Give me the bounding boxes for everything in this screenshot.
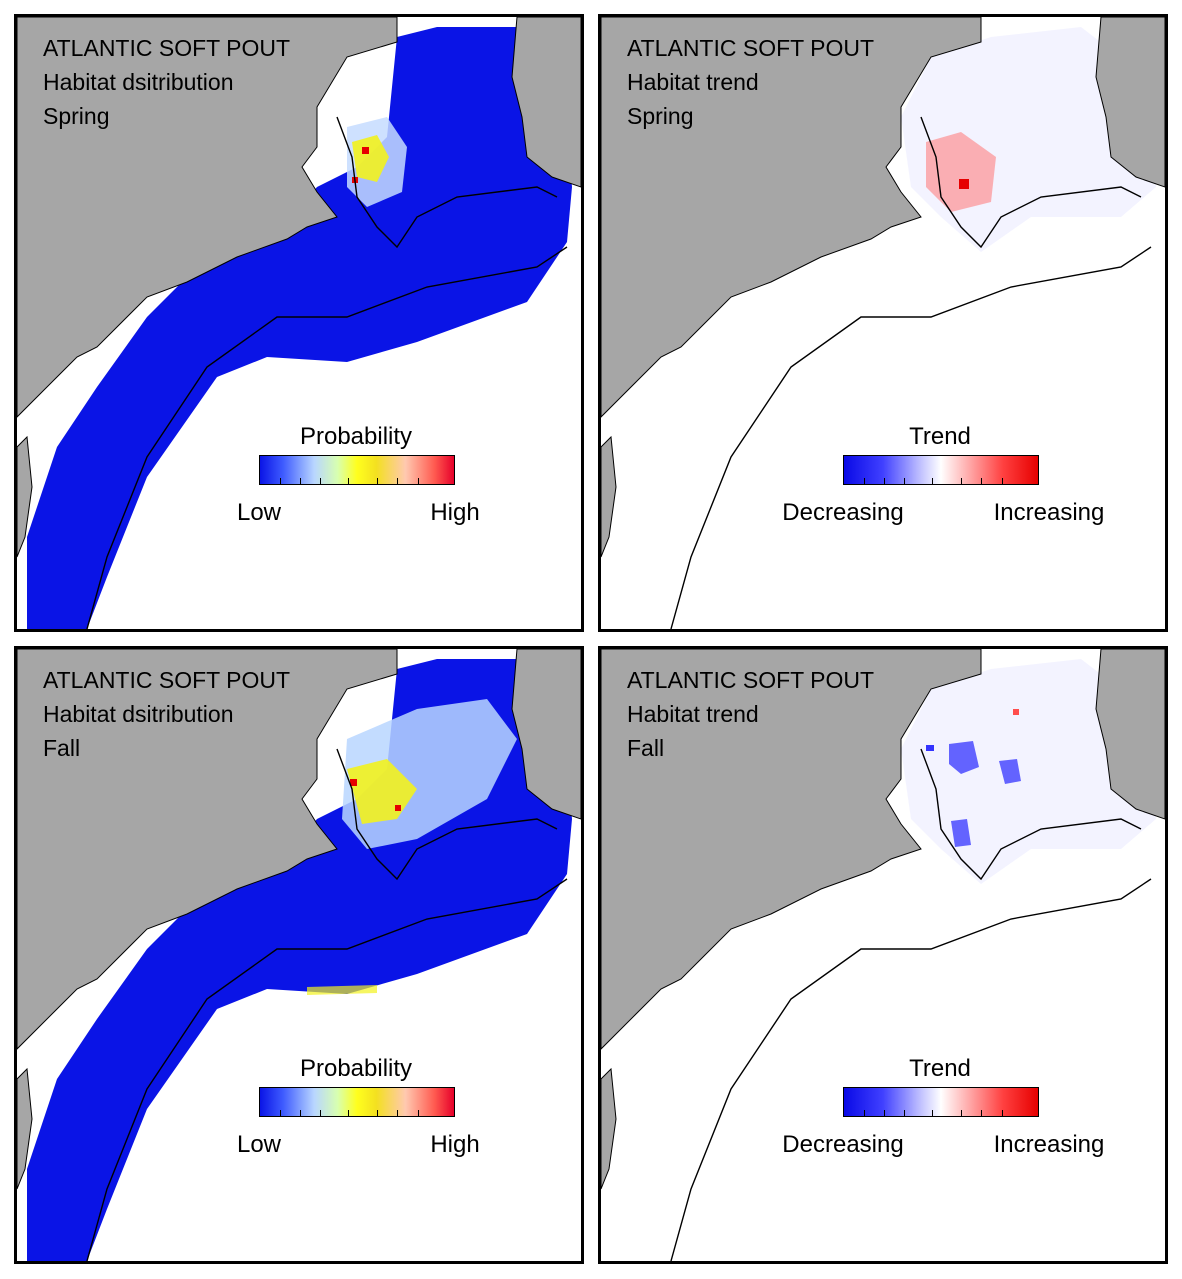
- legend-title: Trend: [909, 1055, 971, 1082]
- species-name: ATLANTIC SOFT POUT: [43, 667, 291, 693]
- trend-decrease-area: [949, 741, 979, 774]
- habitat-distribution-map: [17, 17, 581, 629]
- legend-high-label: High: [430, 499, 480, 526]
- depth-contour: [86, 246, 568, 629]
- land-mass: [17, 649, 398, 1050]
- trend-increase-peak: [959, 179, 969, 189]
- trend-legend: Trend Decreasing Increasing: [782, 1055, 1104, 1165]
- map-subtitle: Habitat dsitribution: [43, 69, 234, 95]
- land-mass-southwest: [17, 435, 33, 558]
- trend-decrease-cell: [926, 745, 934, 751]
- habitat-hotspot-red: [395, 805, 401, 811]
- land-mass: [17, 17, 398, 418]
- probability-legend: Probability Low High: [237, 1055, 480, 1165]
- land-mass-southwest: [601, 1067, 617, 1190]
- trend-legend: Trend Decreasing Increasing: [782, 423, 1104, 533]
- legend-color-bar: [259, 455, 455, 485]
- map-panel-fall-distribution: ATLANTIC SOFT POUT Habitat dsitribution …: [14, 646, 584, 1264]
- habitat-hotspot-red: [350, 779, 357, 786]
- map-panel-spring-distribution: ATLANTIC SOFT POUT Habitat dsitribution …: [14, 14, 584, 632]
- depth-contour-gulf: [920, 748, 1142, 881]
- map-panel-spring-trend: ATLANTIC SOFT POUT Habitat trend Spring …: [598, 14, 1168, 632]
- trend-increase-area: [926, 132, 996, 212]
- land-mass-east: [511, 17, 581, 188]
- land-mass: [601, 17, 982, 418]
- map-subtitle: Habitat trend: [627, 701, 759, 727]
- probability-legend: Probability Low High: [237, 423, 480, 533]
- panel-title-block: ATLANTIC SOFT POUT Habitat dsitribution …: [43, 663, 290, 765]
- habitat-trend-map: [601, 649, 1165, 1261]
- legend-title: Probability: [299, 423, 413, 450]
- legend-color-bar: [259, 1087, 455, 1117]
- season-label: Spring: [627, 103, 694, 129]
- legend-high-label: Increasing: [993, 1131, 1105, 1158]
- trend-increase-cell: [1013, 709, 1019, 715]
- depth-contour-gulf: [336, 748, 558, 881]
- depth-contour: [86, 878, 568, 1261]
- season-label: Fall: [627, 735, 665, 761]
- panel-title-block: ATLANTIC SOFT POUT Habitat trend Fall: [627, 663, 874, 765]
- map-subtitle: Habitat dsitribution: [43, 701, 234, 727]
- land-mass-east: [1095, 649, 1165, 820]
- habitat-hotspot-red: [362, 147, 369, 154]
- species-name: ATLANTIC SOFT POUT: [627, 667, 875, 693]
- trend-decrease-area: [951, 819, 971, 847]
- land-mass-southwest: [17, 1067, 33, 1190]
- depth-contour-gulf: [336, 116, 558, 249]
- species-name: ATLANTIC SOFT POUT: [627, 35, 875, 61]
- trend-decrease-area: [999, 759, 1021, 784]
- legend-low-label: Low: [236, 1131, 282, 1158]
- legend-color-bar: [843, 455, 1039, 485]
- legend-title: Trend: [909, 423, 971, 450]
- habitat-region: [27, 27, 572, 629]
- panel-title-block: ATLANTIC SOFT POUT Habitat dsitribution …: [43, 31, 290, 133]
- map-panel-fall-trend: ATLANTIC SOFT POUT Habitat trend Fall Tr…: [598, 646, 1168, 1264]
- season-label: Fall: [43, 735, 81, 761]
- legend-low-label: Decreasing: [782, 1131, 904, 1158]
- map-subtitle: Habitat trend: [627, 69, 759, 95]
- depth-contour: [670, 246, 1152, 629]
- legend-color-bar: [843, 1087, 1039, 1117]
- depth-contour: [670, 878, 1152, 1261]
- land-mass-southwest: [601, 435, 617, 558]
- season-label: Spring: [43, 103, 110, 129]
- legend-low-label: Low: [236, 499, 282, 526]
- land-mass: [601, 649, 982, 1050]
- habitat-trend-map: [601, 17, 1165, 629]
- legend-low-label: Decreasing: [782, 499, 904, 526]
- land-mass-east: [511, 649, 581, 820]
- species-name: ATLANTIC SOFT POUT: [43, 35, 291, 61]
- legend-high-label: Increasing: [993, 499, 1105, 526]
- habitat-distribution-map: [17, 649, 581, 1261]
- legend-title: Probability: [299, 1055, 413, 1082]
- habitat-fringe-yellow: [307, 985, 377, 995]
- legend-high-label: High: [430, 1131, 480, 1158]
- depth-contour-gulf: [920, 116, 1142, 249]
- habitat-hotspot-yellow: [352, 135, 389, 182]
- panel-title-block: ATLANTIC SOFT POUT Habitat trend Spring: [627, 31, 874, 133]
- land-mass-east: [1095, 17, 1165, 188]
